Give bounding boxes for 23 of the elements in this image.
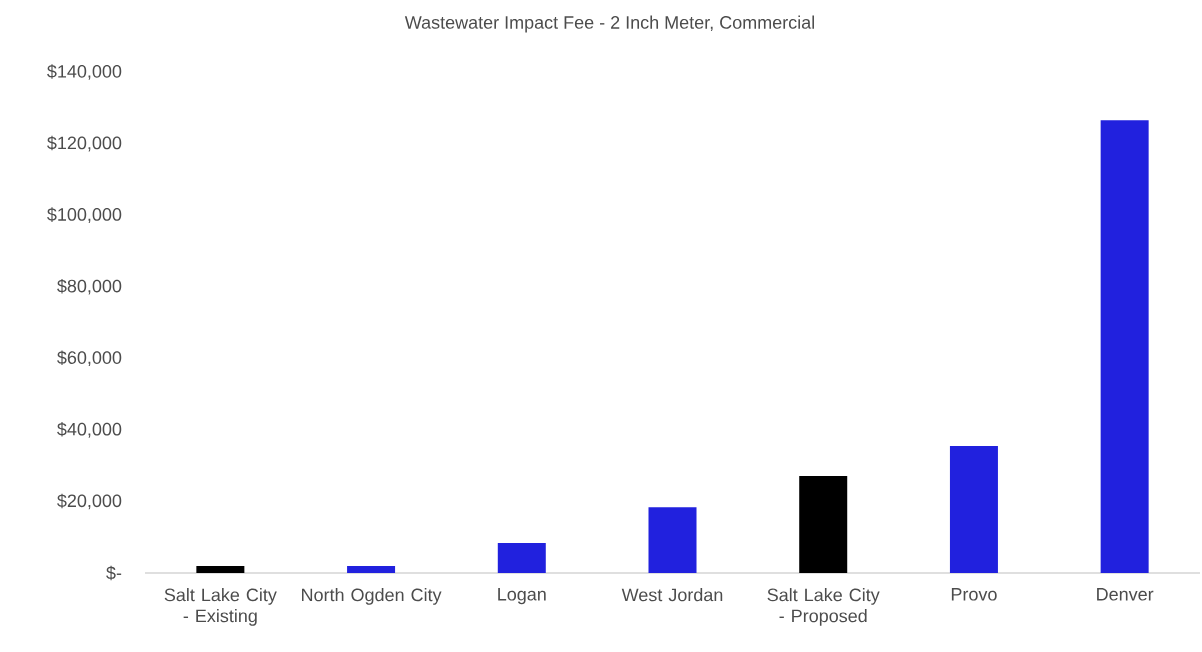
x-tick-label: Salt Lake City - Existing [164,588,277,626]
bar [949,445,998,573]
bar [648,507,697,573]
y-tick-label: $60,000 [57,350,122,367]
x-tick-label: Provo [951,588,997,601]
y-tick-label: $140,000 [47,64,122,80]
x-tick-label: Denver [1097,588,1154,601]
y-tick-label: $20,000 [57,493,122,510]
bar [799,476,848,573]
x-tick-label: West Jordan [621,588,723,602]
y-tick-label: $100,000 [47,207,122,223]
bar [196,566,245,573]
x-tick-label: Logan [498,588,546,605]
y-tick-label: $- [106,565,122,581]
chart-title: Wastewater Impact Fee - 2 Inch Meter, Commercial [404,15,814,33]
bar [1100,120,1149,573]
y-tick-label: $80,000 [57,278,122,295]
y-tick-label: $40,000 [57,422,122,438]
x-tick-label: Salt Lake City - Proposed [767,588,880,626]
bar [347,566,396,573]
bar [497,542,546,573]
y-tick-label: $120,000 [47,135,122,152]
x-tick-label: North Ogden City [302,588,442,605]
